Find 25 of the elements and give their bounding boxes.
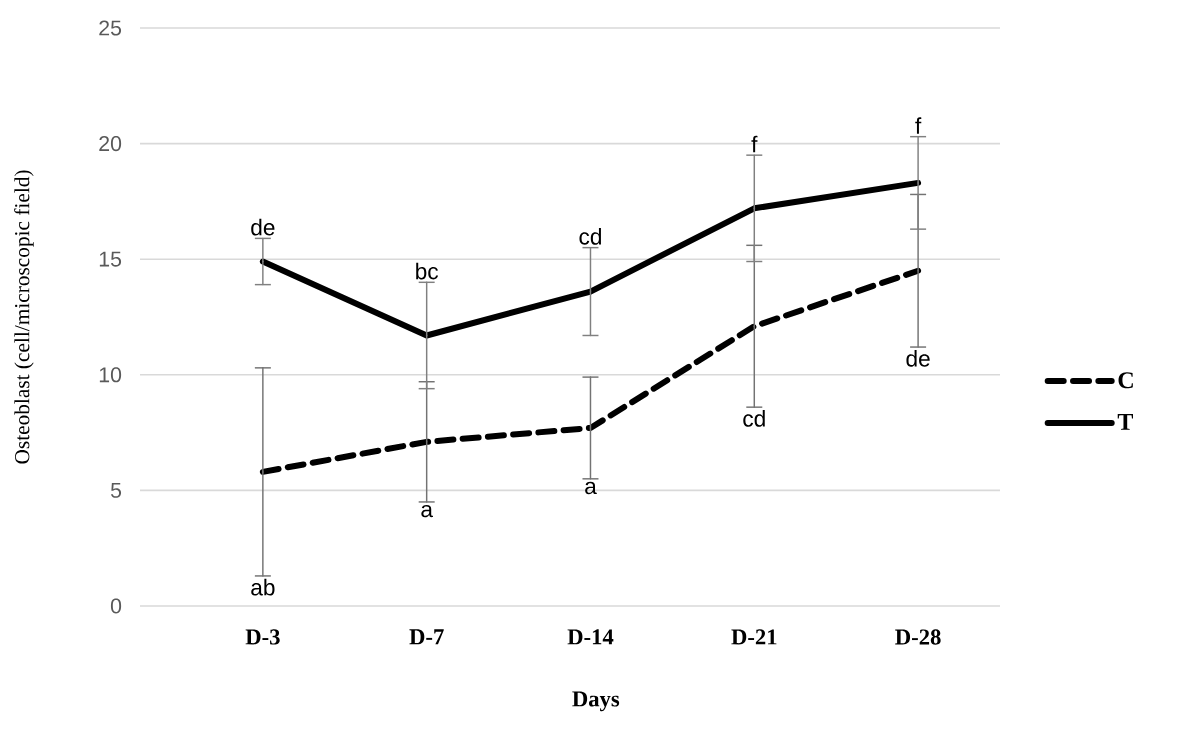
x-tick-label: D-28 bbox=[895, 629, 941, 645]
x-tick-label: D-3 bbox=[245, 629, 280, 645]
annotation: f bbox=[751, 135, 758, 153]
y-tick-label: 0 bbox=[110, 598, 122, 614]
annotation: bc bbox=[416, 262, 439, 280]
annotation: de bbox=[906, 349, 930, 367]
x-tick-label: D-21 bbox=[731, 629, 777, 645]
legend-label: T bbox=[1117, 414, 1133, 430]
y-tick-label: 5 bbox=[110, 482, 122, 498]
annotation: a bbox=[421, 504, 433, 518]
y-tick-label: 10 bbox=[99, 367, 122, 383]
y-axis-title: Osteoblast (cell/microscopic field) bbox=[14, 170, 34, 464]
y-tick-label: 25 bbox=[99, 20, 122, 36]
annotation: de bbox=[251, 218, 275, 236]
annotation: a bbox=[585, 481, 597, 495]
annotation: f bbox=[915, 117, 922, 134]
x-tick-label: D-14 bbox=[567, 629, 614, 645]
annotation: cd bbox=[743, 410, 765, 427]
y-tick-label: 15 bbox=[99, 251, 122, 267]
annotation: ab bbox=[251, 578, 275, 596]
x-axis-title: Days bbox=[572, 691, 620, 712]
legend-label: C bbox=[1118, 372, 1133, 389]
annotation: cd bbox=[579, 228, 601, 245]
x-tick-label: D-7 bbox=[409, 629, 444, 645]
y-tick-label: 20 bbox=[99, 136, 122, 152]
